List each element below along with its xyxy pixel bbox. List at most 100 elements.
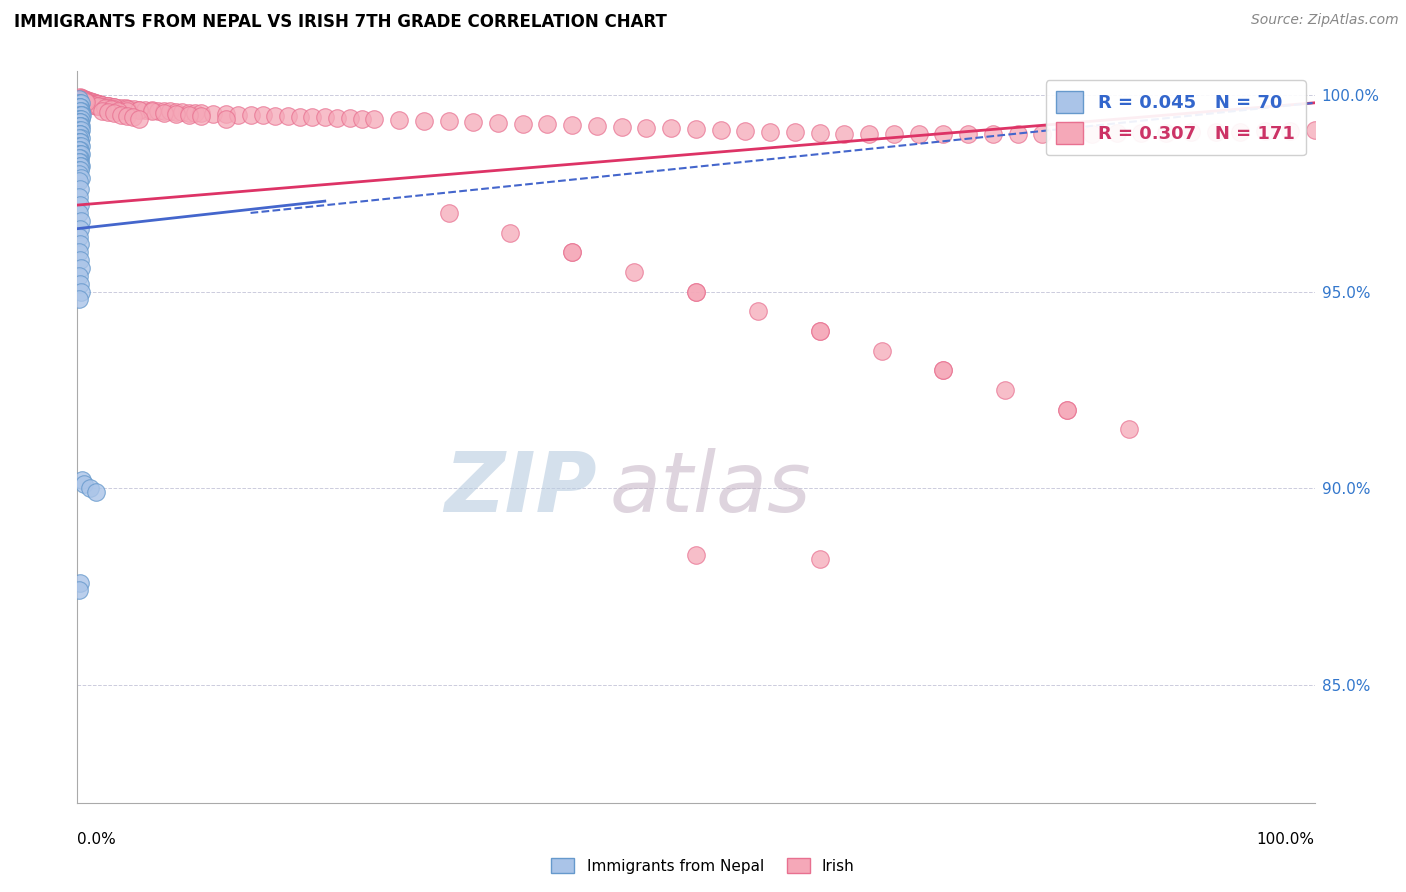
Point — [190, 109, 212, 123]
Point — [91, 98, 114, 112]
Point — [1254, 124, 1277, 138]
Point — [69, 135, 91, 149]
Point — [70, 120, 93, 134]
Point — [86, 97, 108, 112]
Point — [388, 112, 411, 127]
Point — [1180, 125, 1202, 139]
Point — [76, 94, 98, 108]
Point — [87, 99, 110, 113]
Point — [69, 90, 91, 104]
Point — [67, 120, 90, 134]
Point — [808, 126, 831, 140]
Point — [69, 159, 91, 173]
Point — [67, 162, 90, 177]
Point — [84, 98, 107, 112]
Point — [67, 128, 90, 142]
Point — [91, 98, 114, 112]
Point — [97, 101, 120, 115]
Point — [747, 304, 769, 318]
Point — [710, 123, 733, 137]
Point — [957, 128, 980, 142]
Point — [1056, 402, 1078, 417]
Point — [561, 245, 583, 260]
Point — [73, 95, 96, 110]
Point — [288, 110, 311, 124]
Text: 100.0%: 100.0% — [1257, 832, 1315, 847]
Point — [69, 120, 91, 134]
Point — [1278, 124, 1301, 138]
Point — [67, 131, 90, 145]
Point — [67, 268, 90, 283]
Point — [1105, 127, 1128, 141]
Point — [84, 485, 107, 500]
Point — [67, 92, 90, 106]
Point — [110, 107, 132, 121]
Point — [177, 108, 200, 122]
Point — [115, 102, 138, 116]
Point — [834, 127, 856, 141]
Point — [536, 118, 558, 132]
Point — [67, 583, 90, 598]
Point — [239, 108, 262, 122]
Point — [118, 102, 141, 116]
Point — [69, 95, 91, 110]
Point — [91, 103, 114, 118]
Point — [67, 100, 90, 114]
Point — [512, 117, 534, 131]
Point — [70, 94, 93, 108]
Point — [70, 285, 93, 299]
Point — [69, 221, 91, 235]
Point — [202, 107, 225, 121]
Point — [77, 94, 100, 108]
Point — [69, 182, 91, 196]
Point — [70, 214, 93, 228]
Point — [69, 100, 91, 114]
Point — [67, 293, 90, 307]
Point — [1229, 124, 1251, 138]
Point — [67, 139, 90, 153]
Point — [72, 94, 94, 108]
Point — [134, 103, 156, 117]
Point — [870, 343, 893, 358]
Legend: R = 0.045   N = 70, R = 0.307   N = 171: R = 0.045 N = 70, R = 0.307 N = 171 — [1046, 80, 1306, 155]
Point — [486, 116, 509, 130]
Point — [72, 473, 94, 487]
Text: Source: ZipAtlas.com: Source: ZipAtlas.com — [1251, 13, 1399, 28]
Point — [107, 103, 129, 118]
Point — [100, 102, 122, 116]
Point — [226, 107, 249, 121]
Point — [981, 128, 1004, 142]
Point — [561, 118, 583, 132]
Point — [82, 95, 104, 110]
Point — [1031, 128, 1053, 142]
Text: 0.0%: 0.0% — [77, 832, 117, 847]
Point — [1118, 422, 1140, 436]
Point — [215, 107, 238, 121]
Point — [69, 147, 91, 161]
Point — [1303, 123, 1326, 137]
Point — [122, 111, 145, 125]
Point — [69, 128, 91, 142]
Point — [73, 93, 96, 107]
Point — [72, 107, 94, 121]
Point — [172, 105, 194, 120]
Point — [79, 97, 101, 112]
Point — [339, 111, 361, 125]
Point — [190, 106, 212, 120]
Point — [264, 109, 287, 123]
Point — [82, 96, 104, 111]
Point — [69, 115, 91, 129]
Point — [412, 113, 434, 128]
Point — [79, 481, 101, 495]
Point — [499, 226, 522, 240]
Point — [70, 91, 93, 105]
Point — [1056, 402, 1078, 417]
Point — [783, 125, 806, 139]
Point — [69, 253, 91, 268]
Point — [70, 260, 93, 275]
Point — [122, 102, 145, 116]
Point — [184, 106, 207, 120]
Point — [75, 93, 97, 107]
Point — [685, 285, 707, 299]
Point — [932, 363, 955, 377]
